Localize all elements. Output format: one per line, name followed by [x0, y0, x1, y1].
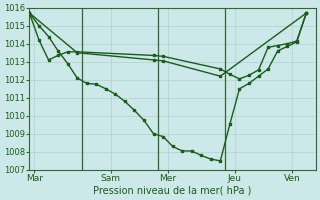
- X-axis label: Pression niveau de la mer( hPa ): Pression niveau de la mer( hPa ): [93, 186, 252, 196]
